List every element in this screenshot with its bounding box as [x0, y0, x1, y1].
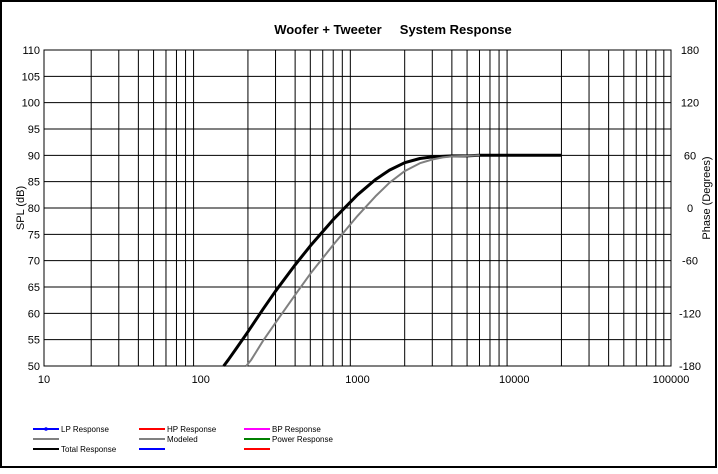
y-tick-label: 65 [28, 282, 40, 294]
y2-tick-label: -60 [682, 256, 698, 268]
axis-ticks: 10 100 1000 10000 10000050556065707580859095… [22, 45, 701, 386]
plot-area-border [43, 49, 672, 367]
x-tick-label: 100 [192, 374, 210, 386]
y-tick-label: 80 [28, 203, 40, 215]
y2-tick-label: 120 [681, 98, 699, 110]
x-tick-label: 10 [38, 374, 50, 386]
y2-axis-label: Phase (Degrees) [701, 156, 713, 239]
y2-tick-label: 60 [684, 150, 696, 162]
y-tick-label: 85 [28, 177, 40, 189]
series-line-modeled [245, 154, 480, 367]
x-tick-label: 100000 [653, 374, 690, 386]
legend-label: LP Response [61, 425, 109, 434]
y-tick-label: 70 [28, 256, 40, 268]
chart-title: Woofer + Tweeter System Response [274, 22, 512, 37]
legend-label: Modeled [167, 435, 198, 444]
legend-label: BP Response [272, 425, 321, 434]
legend-label: HP Response [167, 425, 217, 434]
legend: LP Response Total Response HP ResponseMode… [33, 425, 333, 454]
y-tick-label: 100 [22, 98, 40, 110]
x-tick-label: 1000 [345, 374, 369, 386]
data-series [222, 153, 562, 367]
y-tick-label: 60 [28, 308, 40, 320]
y2-tick-label: 0 [687, 203, 693, 215]
y-tick-label: 75 [28, 229, 40, 241]
grid [44, 50, 671, 366]
y-tick-label: 90 [28, 150, 40, 162]
y2-tick-label: -120 [679, 308, 701, 320]
y2-tick-label: 180 [681, 45, 699, 57]
series-line-total-response [222, 153, 562, 367]
x-tick-label: 10000 [499, 374, 530, 386]
y-axis-label: SPL (dB) [15, 186, 27, 230]
legend-marker [44, 427, 48, 431]
y-tick-label: 55 [28, 335, 40, 347]
y2-tick-label: -180 [679, 361, 701, 373]
y-tick-label: 95 [28, 124, 40, 136]
y-tick-label: 110 [22, 45, 40, 57]
legend-label: Total Response [61, 445, 117, 454]
y-tick-label: 50 [28, 361, 40, 373]
y-tick-label: 105 [22, 71, 40, 83]
legend-label: Power Response [272, 435, 333, 444]
